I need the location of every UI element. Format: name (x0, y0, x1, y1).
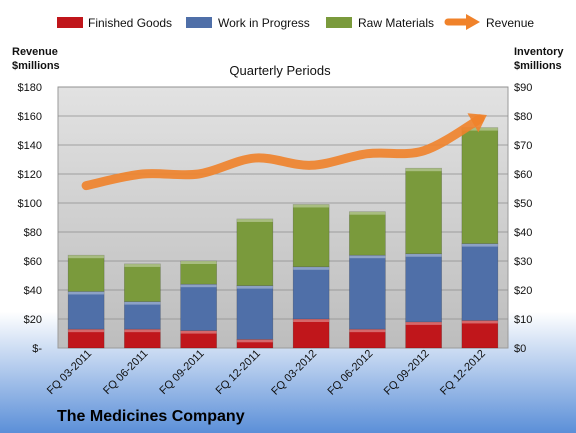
left-tick-label: $100 (18, 198, 42, 210)
bar-highlight (349, 255, 386, 259)
revenue-line (81, 114, 485, 191)
bar-highlight (180, 284, 217, 288)
left-axis-title-line1: Revenue (12, 46, 58, 58)
bar-highlight (180, 330, 217, 334)
bar-raw-materials (236, 218, 274, 286)
revenue-arrowhead (467, 113, 487, 133)
bar-raw-materials (67, 254, 105, 292)
legend-label-revenue: Revenue (486, 16, 534, 30)
bar-highlight (236, 285, 273, 289)
bar-highlight (349, 211, 386, 215)
legend-swatch-raw-materials (326, 17, 352, 28)
left-tick-label: $140 (18, 140, 42, 152)
bar-highlight (349, 329, 386, 333)
left-tick-label: $160 (18, 111, 42, 123)
bar-highlight (124, 329, 161, 333)
bars-layer (67, 127, 499, 349)
bar-work-in-progress (292, 266, 330, 320)
bar-work-in-progress (236, 285, 274, 340)
right-tick-label: $80 (514, 111, 532, 123)
bar-highlight (236, 218, 273, 222)
bar-work-in-progress (180, 283, 217, 331)
left-axis-ticks: $- $20 $40 $60 $80 $100 $120 $140 $160 $180 (18, 82, 43, 355)
bar-highlight (461, 320, 498, 324)
legend: Finished Goods Work in Progress Raw Mate… (57, 14, 534, 30)
left-tick-label: $80 (24, 227, 42, 239)
bar-raw-materials (180, 260, 217, 285)
bar-work-in-progress (461, 243, 499, 321)
right-tick-label: $20 (514, 285, 532, 297)
bar-raw-materials (461, 127, 499, 244)
left-tick-label: $40 (24, 285, 42, 297)
bar-finished-goods (292, 318, 330, 349)
bar-highlight (236, 339, 273, 343)
legend-arrowhead-revenue (466, 14, 480, 30)
left-tick-label: $60 (24, 256, 42, 268)
bar-highlight (405, 321, 442, 325)
right-axis-title-line2: $millions (514, 60, 562, 72)
left-tick-label: $- (32, 343, 42, 355)
legend-item-revenue: Revenue (444, 14, 534, 30)
legend-item-work-in-progress: Work in Progress (186, 16, 310, 30)
right-tick-label: $50 (514, 198, 532, 210)
right-tick-label: $0 (514, 343, 526, 355)
bar-work-in-progress (405, 253, 442, 323)
bar-highlight (293, 266, 330, 270)
bar-highlight (293, 319, 330, 322)
left-tick-label: $180 (18, 82, 42, 94)
bar-highlight (405, 168, 442, 172)
bar-highlight (68, 255, 105, 259)
legend-label-work-in-progress: Work in Progress (218, 16, 310, 30)
right-tick-label: $70 (514, 140, 532, 152)
legend-swatch-work-in-progress (186, 17, 212, 28)
bar-finished-goods (461, 320, 499, 349)
bar-work-in-progress (67, 291, 105, 330)
legend-item-raw-materials: Raw Materials (326, 16, 434, 30)
company-name: The Medicines Company (57, 408, 245, 425)
bar-highlight (293, 204, 330, 208)
bar-highlight (68, 329, 105, 333)
bar-highlight (124, 301, 161, 305)
legend-swatch-finished-goods (57, 17, 83, 28)
revenue-line-layer (81, 113, 487, 191)
right-tick-label: $10 (514, 314, 532, 326)
bar-raw-materials (405, 167, 442, 255)
bar-highlight (405, 253, 442, 257)
bar-raw-materials (349, 211, 386, 256)
legend-label-finished-goods: Finished Goods (88, 16, 172, 30)
bar-highlight (180, 261, 217, 264)
right-tick-label: $90 (514, 82, 532, 94)
bar-raw-materials (124, 263, 161, 302)
right-tick-label: $40 (514, 227, 532, 239)
right-tick-label: $60 (514, 169, 532, 181)
left-tick-label: $120 (18, 169, 42, 181)
bar-work-in-progress (349, 254, 386, 330)
bar-highlight (461, 243, 498, 247)
legend-item-finished-goods: Finished Goods (57, 16, 172, 30)
chart-subtitle: Quarterly Periods (229, 63, 331, 78)
bar-highlight (124, 263, 161, 267)
bar-highlight (68, 291, 105, 295)
left-axis-title-line2: $millions (12, 60, 60, 72)
bar-finished-goods (405, 321, 442, 349)
left-tick-label: $20 (24, 314, 42, 326)
right-tick-label: $30 (514, 256, 532, 268)
right-axis-ticks: $0 $10 $20 $30 $40 $50 $60 $70 $80 $90 (514, 82, 532, 355)
bar-raw-materials (292, 204, 330, 268)
bar-work-in-progress (124, 301, 161, 330)
legend-label-raw-materials: Raw Materials (358, 16, 434, 30)
right-axis-title-line1: Inventory (514, 46, 564, 58)
